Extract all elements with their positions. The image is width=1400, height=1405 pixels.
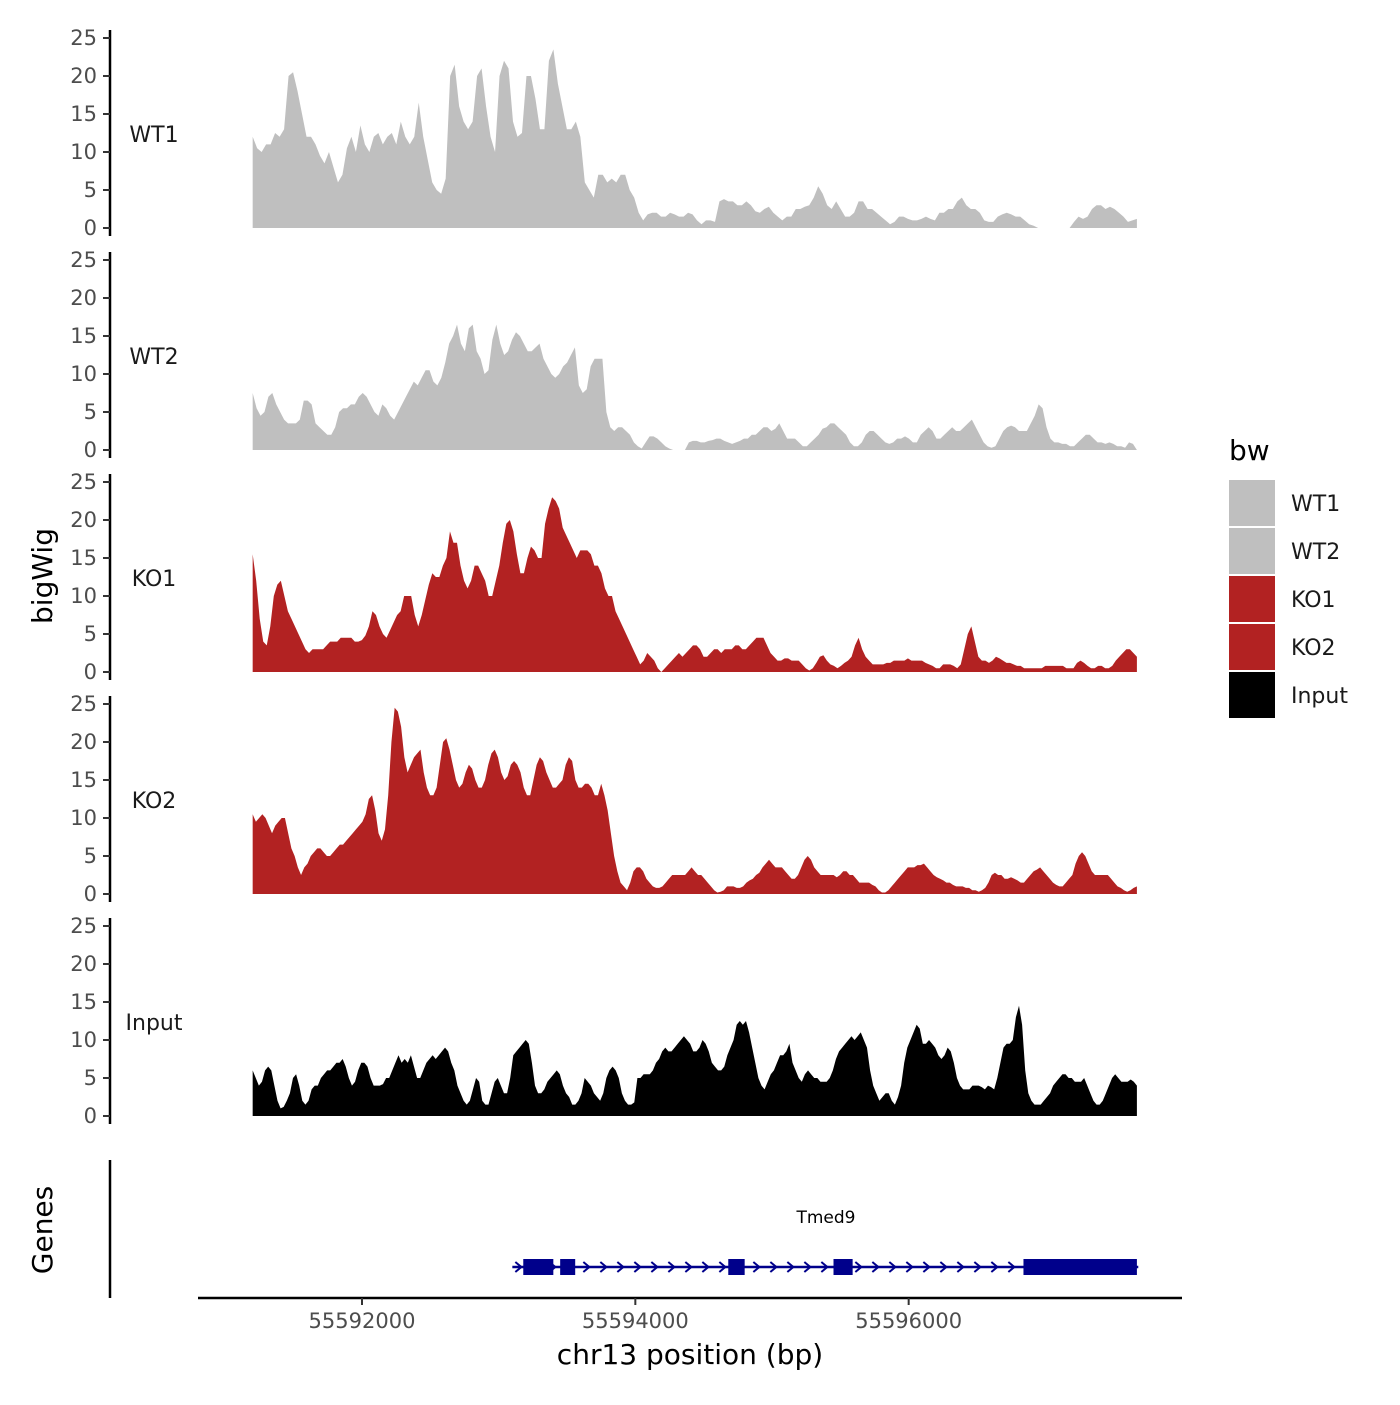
- y-tick-label: 0: [84, 882, 97, 906]
- track-label: Input: [126, 1011, 183, 1036]
- genes-axis-title: Genes: [26, 1186, 59, 1274]
- y-tick-label: 25: [70, 914, 97, 938]
- y-tick-label: 10: [70, 584, 97, 608]
- exon-block: [728, 1259, 745, 1275]
- strand-arrow: [905, 1261, 914, 1273]
- y-tick-label: 25: [70, 692, 97, 716]
- legend-label-ko1: KO1: [1291, 588, 1336, 613]
- legend-swatch-wt1: [1229, 480, 1275, 526]
- y-tick-label: 10: [70, 362, 97, 386]
- legend-swatch-ko1: [1229, 576, 1275, 622]
- y-tick-label: 15: [70, 102, 97, 126]
- y-tick-label: 5: [84, 400, 97, 424]
- strand-arrow: [922, 1261, 931, 1273]
- exon-block: [833, 1259, 853, 1275]
- exon-block: [560, 1259, 576, 1275]
- strand-arrow: [633, 1261, 642, 1273]
- track-input: 0 5 10 15 20 25 Input: [70, 914, 1137, 1128]
- y-tick-label: 15: [70, 990, 97, 1014]
- y-tick-label: 5: [84, 844, 97, 868]
- legend: bw WT1 WT2 KO1 KO2 Input: [1229, 434, 1348, 718]
- strand-arrow: [684, 1261, 693, 1273]
- strand-arrow: [769, 1261, 778, 1273]
- strand-arrow: [616, 1261, 625, 1273]
- strand-arrow: [650, 1261, 659, 1273]
- legend-label-wt1: WT1: [1291, 492, 1340, 517]
- track-panels: 0510152025WT10510152025WT20510152025KO10…: [70, 26, 1137, 1128]
- legend-label-ko2: KO2: [1291, 636, 1336, 661]
- coverage-area-ko2: [252, 707, 1137, 894]
- strand-arrow: [701, 1261, 710, 1273]
- gene-name-label: Tmed9: [795, 1208, 855, 1228]
- y-tick-label: 0: [84, 660, 97, 684]
- strand-arrow: [871, 1261, 880, 1273]
- track-label: KO1: [132, 567, 177, 592]
- strand-arrow: [820, 1261, 829, 1273]
- x-tick-label: 55594000: [582, 1309, 689, 1333]
- y-tick-label: 20: [70, 64, 97, 88]
- legend-swatch-input: [1229, 672, 1275, 718]
- strand-arrow: [514, 1261, 523, 1273]
- x-tick-label: 55596000: [855, 1309, 962, 1333]
- y-tick-label: 0: [84, 438, 97, 462]
- strand-arrow: [599, 1261, 608, 1273]
- y-tick-label: 10: [70, 806, 97, 830]
- track-label: WT1: [129, 123, 178, 148]
- y-tick-label: 0: [84, 1104, 97, 1128]
- y-tick-label: 20: [70, 286, 97, 310]
- track-ko2: 0 5 10 15 20 25 KO2: [70, 692, 1137, 906]
- y-tick-label: 15: [70, 546, 97, 570]
- strand-arrow: [803, 1261, 812, 1273]
- track-ko1: 0 5 10 15 20 25 KO1: [70, 470, 1137, 684]
- track-wt2: 0 5 10 15 20 25 WT2: [70, 248, 1137, 462]
- legend-label-input: Input: [1291, 684, 1348, 709]
- strand-arrow: [786, 1261, 795, 1273]
- legend-swatch-ko2: [1229, 624, 1275, 670]
- y-tick-label: 5: [84, 178, 97, 202]
- x-axis-title: chr13 position (bp): [557, 1338, 823, 1371]
- y-tick-label: 20: [70, 952, 97, 976]
- strand-arrow: [667, 1261, 676, 1273]
- y-tick-label: 0: [84, 216, 97, 240]
- coverage-area-wt1: [252, 49, 1137, 229]
- y-tick-label: 25: [70, 26, 97, 50]
- x-axis: 55592000 55594000 55596000: [198, 1296, 1182, 1333]
- coverage-area-wt2: [252, 324, 1137, 450]
- track-label: WT2: [129, 345, 178, 370]
- legend-title: bw: [1229, 434, 1270, 467]
- exon-block: [1023, 1259, 1137, 1275]
- strand-arrow: [582, 1261, 591, 1273]
- y-tick-label: 5: [84, 1066, 97, 1090]
- y-tick-label: 15: [70, 324, 97, 348]
- legend-label-wt2: WT2: [1291, 540, 1340, 565]
- y-tick-label: 20: [70, 508, 97, 532]
- strand-arrow: [1007, 1261, 1016, 1273]
- strand-arrow: [973, 1261, 982, 1273]
- coverage-area-ko1: [252, 497, 1137, 672]
- y-tick-label: 10: [70, 140, 97, 164]
- y-tick-label: 20: [70, 730, 97, 754]
- track-wt1: 0 5 10 15 20 25 WT1: [70, 26, 1137, 240]
- track-label: KO2: [132, 789, 177, 814]
- exon-block: [523, 1259, 554, 1275]
- strand-arrow: [718, 1261, 727, 1273]
- y-axis-title: bigWig: [26, 528, 59, 624]
- strand-arrow: [888, 1261, 897, 1273]
- gene-track-panel: Tmed9: [108, 1160, 1139, 1298]
- strand-arrow: [939, 1261, 948, 1273]
- strand-arrow: [990, 1261, 999, 1273]
- strand-arrow: [854, 1261, 863, 1273]
- y-tick-label: 5: [84, 622, 97, 646]
- y-tick-label: 25: [70, 248, 97, 272]
- y-tick-label: 10: [70, 1028, 97, 1052]
- strand-arrow: [956, 1261, 965, 1273]
- y-tick-label: 25: [70, 470, 97, 494]
- strand-arrow: [752, 1261, 761, 1273]
- x-tick-label: 55592000: [309, 1309, 416, 1333]
- legend-swatch-wt2: [1229, 528, 1275, 574]
- coverage-area-input: [252, 1005, 1137, 1116]
- y-tick-label: 15: [70, 768, 97, 792]
